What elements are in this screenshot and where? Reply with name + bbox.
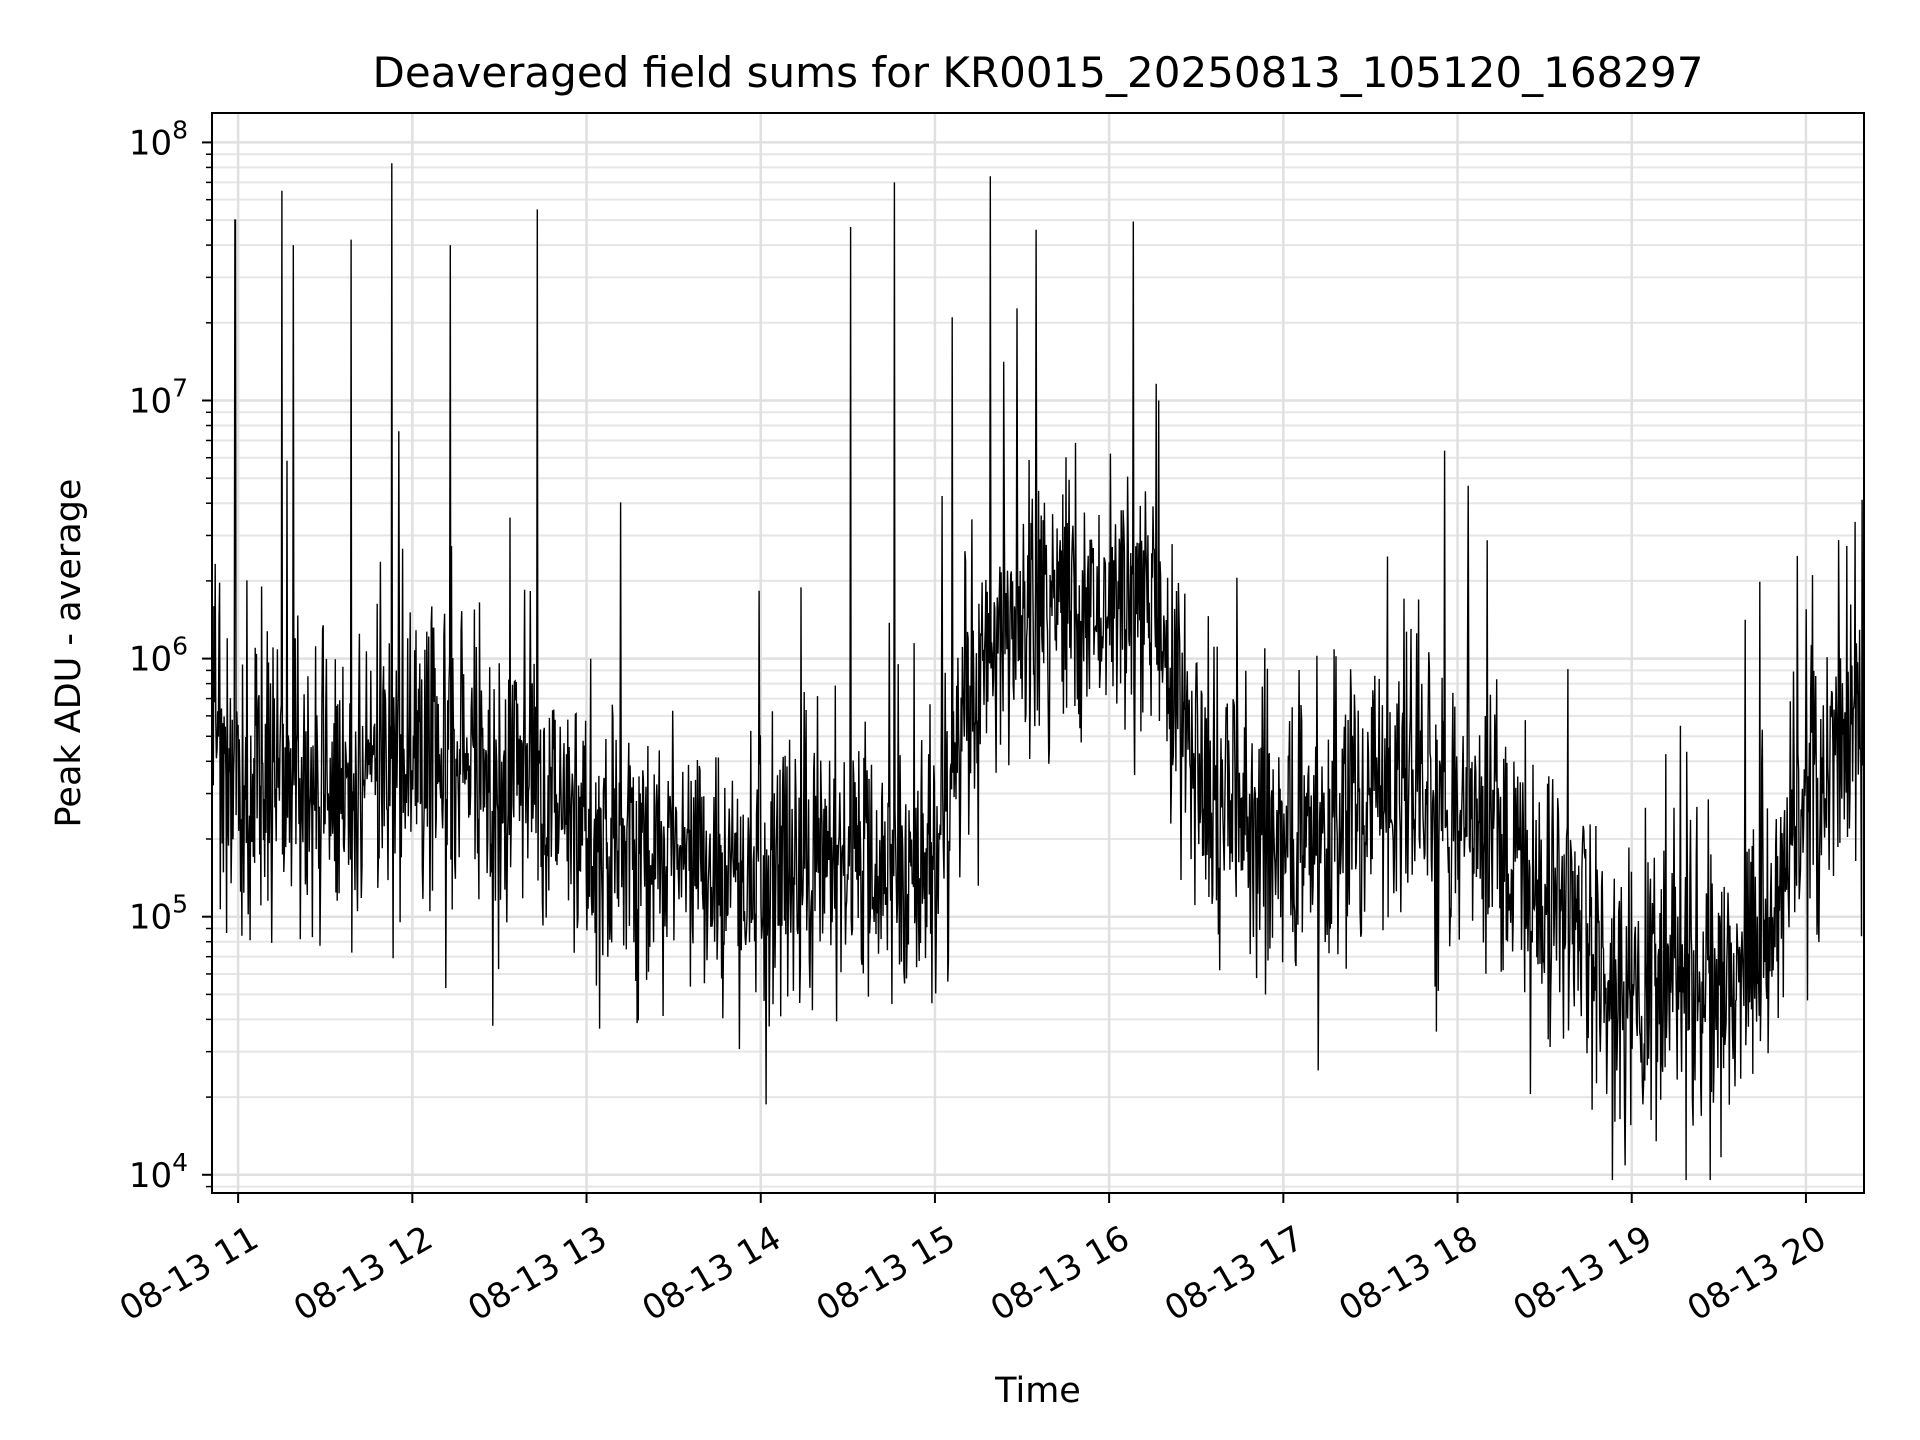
y-axis-label: Peak ADU - average — [49, 479, 89, 828]
y-tick-label: 104 — [129, 1148, 188, 1196]
x-axis-label: Time — [994, 1371, 1081, 1411]
plot-frame — [211, 112, 1865, 1194]
y-tick-label: 107 — [129, 374, 188, 422]
line-series — [211, 163, 1865, 1181]
y-tick-label: 108 — [129, 115, 188, 163]
series-line — [211, 163, 1865, 1181]
chart-title: Deaveraged field sums for KR0015_2025081… — [373, 48, 1704, 97]
y-tick-label: 106 — [129, 632, 188, 680]
grid — [212, 113, 1864, 1193]
y-tick-label: 105 — [129, 890, 188, 938]
